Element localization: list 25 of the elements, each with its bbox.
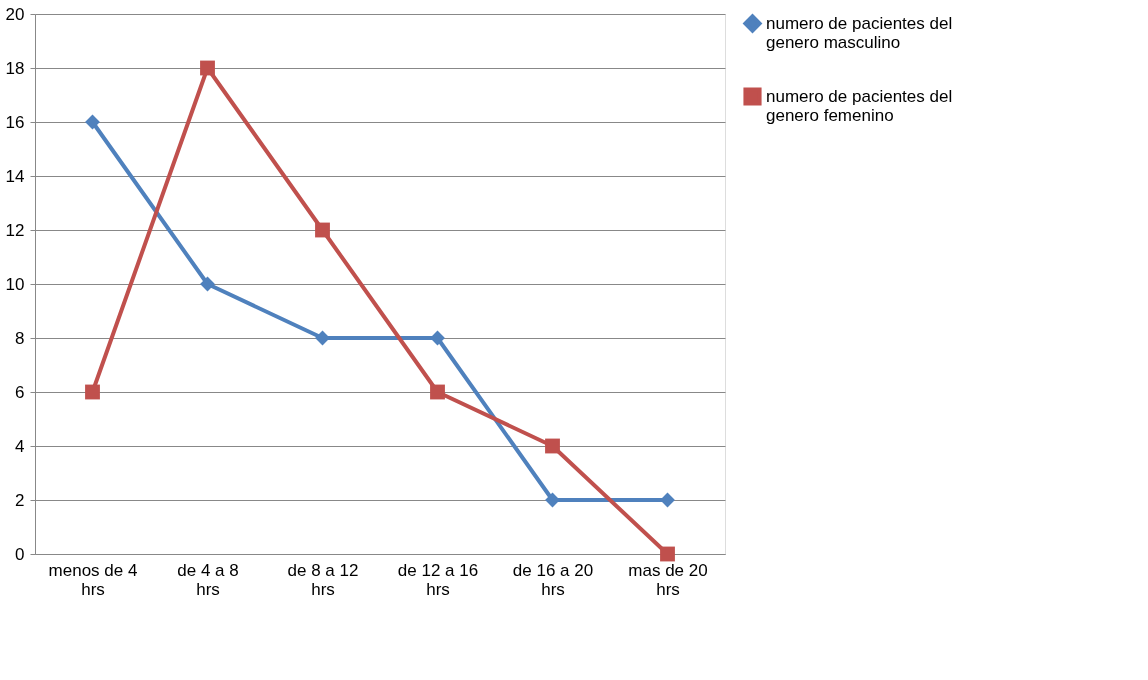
point	[315, 222, 330, 238]
y-tick-label: 4	[15, 436, 25, 456]
x-tick-label: menos de 4 hrs	[48, 560, 138, 599]
x-tick-label: de 12 a 16 hrs	[397, 560, 479, 599]
y-tick-label: 8	[15, 328, 25, 348]
y-tick-label: 2	[15, 490, 25, 510]
point	[545, 438, 560, 454]
y-tick-label: 18	[5, 58, 25, 78]
point	[430, 384, 445, 400]
x-tick-label: mas de 20 hrs	[628, 560, 708, 599]
x-tick-label: de 4 a 8 hrs	[177, 560, 239, 599]
point	[85, 384, 100, 400]
y-tick-label: 6	[15, 382, 25, 402]
x-tick-label: de 16 a 20 hrs	[512, 560, 594, 599]
y-tick-label: 20	[5, 4, 25, 24]
y-tick-label: 14	[5, 166, 25, 186]
x-tick-label: de 8 a 12 hrs	[287, 560, 359, 599]
y-tick-label: 12	[5, 220, 25, 240]
legend-label: numero de pacientes del genero femenino	[766, 86, 953, 125]
point	[200, 60, 215, 76]
y-tick-label: 10	[5, 274, 25, 294]
y-tick-label: 0	[15, 544, 25, 564]
legend-label: numero de pacientes del genero masculino	[766, 13, 953, 52]
point	[660, 546, 675, 562]
y-tick-label: 16	[5, 112, 25, 132]
